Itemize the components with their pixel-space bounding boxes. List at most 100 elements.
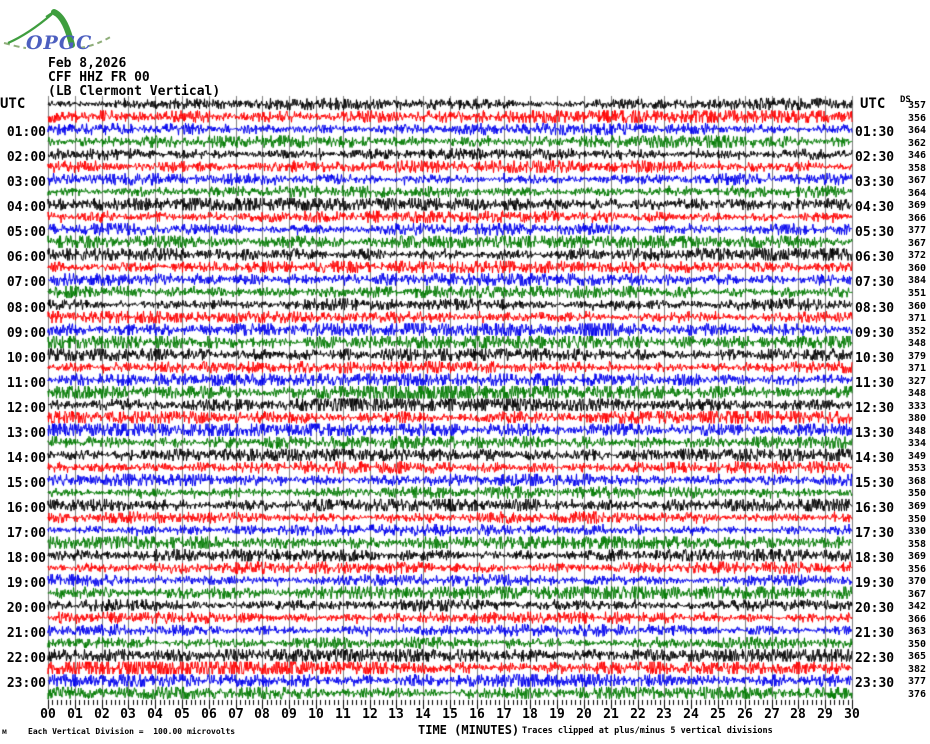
right-time-label: 16:30 (855, 501, 895, 516)
trace-max-value: 349 (907, 451, 926, 462)
opgc-logo: OPGC (3, 9, 113, 54)
trace-max-value: 333 (907, 401, 926, 412)
logo-baseline-dash-left (3, 42, 27, 49)
right-time-label: 11:30 (855, 376, 895, 391)
utc-label-right: UTC (860, 96, 886, 112)
right-time-label: 15:30 (855, 476, 895, 491)
trace-max-value: 358 (907, 163, 926, 174)
trace-max-value: 370 (907, 576, 926, 587)
x-tick-label: 05 (174, 707, 190, 722)
right-time-label: 20:30 (855, 601, 895, 616)
left-time-label: 06:00 (6, 250, 46, 265)
x-tick-label: 21 (603, 707, 619, 722)
header-station-code: CFF HHZ FR 00 (48, 70, 150, 85)
x-tick-label: 29 (817, 707, 833, 722)
right-time-label: 14:30 (855, 451, 895, 466)
x-tick-label: 13 (388, 707, 404, 722)
left-time-label: 01:00 (6, 125, 46, 140)
trace-max-value: 368 (907, 476, 926, 487)
left-time-label: 14:00 (6, 451, 46, 466)
x-tick-label: 30 (844, 707, 860, 722)
x-tick-label: 10 (308, 707, 324, 722)
x-tick-label: 06 (201, 707, 217, 722)
x-tick-label: 26 (737, 707, 753, 722)
trace-max-value: 348 (907, 388, 926, 399)
trace-max-value: 357 (907, 100, 926, 111)
x-tick-label: 25 (710, 707, 726, 722)
trace-max-value: 348 (907, 338, 926, 349)
x-tick-label: 14 (415, 707, 431, 722)
right-time-label: 09:30 (855, 326, 895, 341)
right-time-label: 18:30 (855, 551, 895, 566)
trace-max-value: 380 (907, 413, 926, 424)
right-time-label: 06:30 (855, 250, 895, 265)
x-tick-label: 28 (790, 707, 806, 722)
trace-max-value: 348 (907, 426, 926, 437)
left-time-label: 03:00 (6, 175, 46, 190)
trace-max-value: 369 (907, 200, 926, 211)
logo-mountain-flank (51, 9, 75, 48)
right-time-label: 23:30 (855, 676, 895, 691)
left-time-label: 16:00 (6, 501, 46, 516)
left-time-label: 13:00 (6, 426, 46, 441)
trace-max-value: 367 (907, 175, 926, 186)
right-time-label: 07:30 (855, 275, 895, 290)
left-time-label: 20:00 (6, 601, 46, 616)
x-tick-label: 23 (656, 707, 672, 722)
trace-max-value: 376 (907, 689, 926, 700)
trace-max-value: 377 (907, 225, 926, 236)
right-time-label: 12:30 (855, 401, 895, 416)
right-time-label: 02:30 (855, 150, 895, 165)
trace-max-value: 350 (907, 639, 926, 650)
left-time-label: 08:00 (6, 301, 46, 316)
utc-label-left: UTC (0, 96, 26, 112)
trace-max-value: 350 (907, 514, 926, 525)
trace-max-value: 362 (907, 138, 926, 149)
left-time-label: 05:00 (6, 225, 46, 240)
left-time-label: 11:00 (6, 376, 46, 391)
trace-max-value: 358 (907, 539, 926, 550)
logo-baseline-dash-right (79, 35, 113, 49)
left-time-label: 23:00 (6, 676, 46, 691)
x-tick-label: 07 (228, 707, 244, 722)
left-time-label: 18:00 (6, 551, 46, 566)
right-time-label: 19:30 (855, 576, 895, 591)
right-time-label: 05:30 (855, 225, 895, 240)
x-tick-label: 00 (40, 707, 56, 722)
trace-max-value: 360 (907, 301, 926, 312)
left-time-label: 10:00 (6, 351, 46, 366)
trace-max-value: 353 (907, 463, 926, 474)
x-tick-label: 27 (764, 707, 780, 722)
trace-max-value: 363 (907, 626, 926, 637)
x-tick-label: 12 (362, 707, 378, 722)
x-tick-label: 22 (630, 707, 646, 722)
right-time-label: 22:30 (855, 651, 895, 666)
header-station-description: (LB Clermont Vertical) (48, 84, 221, 99)
x-tick-label: 16 (469, 707, 485, 722)
trace-max-value: 346 (907, 150, 926, 161)
trace-max-value: 369 (907, 551, 926, 562)
left-time-label: 12:00 (6, 401, 46, 416)
left-time-label: 02:00 (6, 150, 46, 165)
clipping-note: Traces clipped at plus/minus 5 vertical … (522, 726, 773, 736)
trace-max-value: 350 (907, 488, 926, 499)
x-tick-label: 01 (67, 707, 83, 722)
left-time-label: 22:00 (6, 651, 46, 666)
x-tick-label: 19 (549, 707, 565, 722)
trace-max-value: 360 (907, 263, 926, 274)
vertical-division-note: Each Vertical Division = 100.00 microvol… (28, 727, 236, 736)
trace-max-value: 384 (907, 275, 926, 286)
left-time-label: 17:00 (6, 526, 46, 541)
x-tick-label: 17 (496, 707, 512, 722)
right-time-label: 03:30 (855, 175, 895, 190)
trace-max-value: 372 (907, 250, 926, 261)
trace-max-value: 366 (907, 614, 926, 625)
trace-max-value: 351 (907, 288, 926, 299)
trace-max-value: 382 (907, 664, 926, 675)
trace-max-value: 334 (907, 438, 926, 449)
trace-max-value: 342 (907, 601, 926, 612)
x-tick-label: 03 (120, 707, 136, 722)
x-axis-title: TIME (MINUTES) (418, 723, 520, 737)
